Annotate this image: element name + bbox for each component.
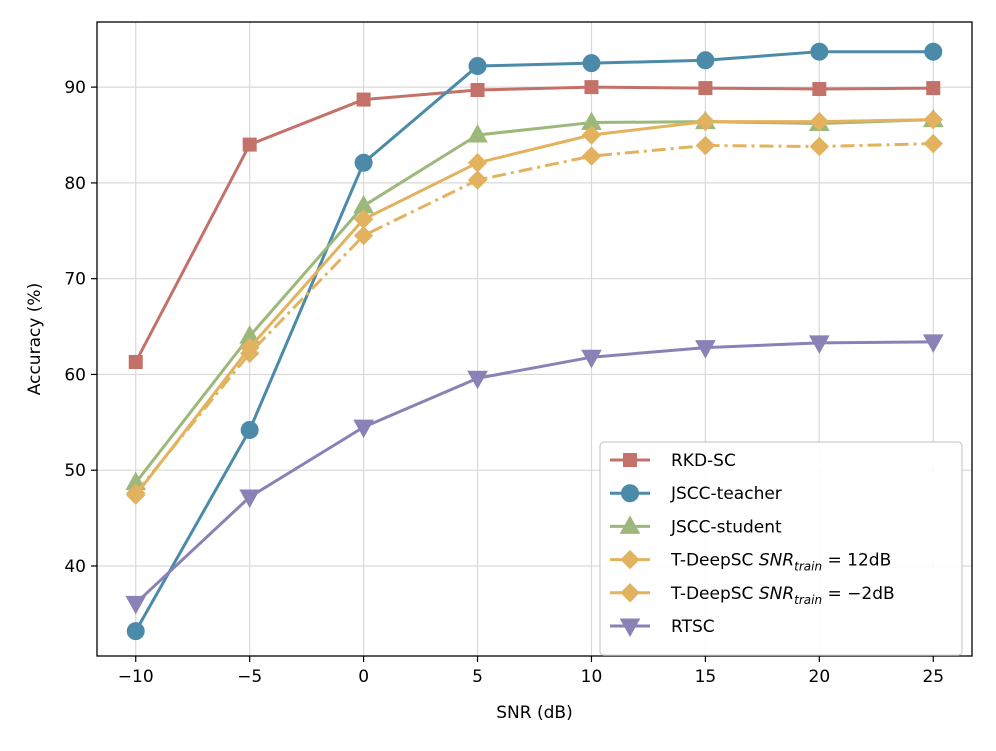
data-point	[581, 146, 602, 166]
legend-label-sub: train	[794, 560, 822, 574]
series-5	[125, 334, 944, 615]
legend-marker	[623, 453, 637, 467]
y-axis-label: Accuracy (%)	[25, 283, 45, 395]
legend-marker	[619, 515, 641, 534]
data-point	[698, 81, 713, 96]
data-point	[242, 137, 257, 152]
data-point	[810, 42, 829, 61]
data-point	[353, 419, 374, 439]
data-point	[695, 111, 716, 132]
x-tick-label: 20	[809, 667, 831, 687]
legend-label-sub: train	[794, 593, 822, 607]
data-point	[809, 111, 830, 132]
legend-item: RTSC	[610, 617, 715, 638]
legend: RKD-SC JSCC-teacher JSCC-student T-DeepSC S…	[599, 441, 963, 656]
series-3	[126, 109, 943, 505]
data-point	[581, 349, 602, 369]
data-point	[468, 57, 487, 76]
data-point	[696, 51, 715, 70]
legend-item: T-DeepSC SNRtrain = −2dB	[610, 583, 895, 607]
series-line	[134, 340, 934, 605]
data-point	[470, 82, 485, 97]
x-axis-label: SNR (dB)	[496, 703, 572, 723]
series-line	[134, 142, 934, 495]
x-tick-label: −10	[118, 667, 154, 687]
legend-label: T-DeepSC SNRtrain = 12dB	[670, 551, 891, 574]
legend-marker	[620, 583, 640, 603]
series-line	[134, 118, 934, 497]
y-tick-label: 70	[64, 270, 86, 290]
legend-label-tail: = −2dB	[822, 584, 895, 604]
data-point	[353, 225, 374, 246]
x-tick-label: 25	[922, 667, 944, 687]
data-point	[923, 133, 943, 154]
data-point	[239, 489, 261, 509]
legend-label-main: T-DeepSC	[670, 584, 759, 604]
series-1	[126, 42, 943, 641]
series-line	[134, 118, 934, 484]
data-point	[924, 42, 943, 61]
legend-marker	[619, 618, 641, 638]
data-point	[695, 135, 716, 156]
data-point	[239, 343, 260, 364]
data-point	[467, 170, 488, 190]
legend-label: RTSC	[671, 617, 715, 637]
data-point	[467, 370, 488, 390]
legend-box	[599, 441, 963, 656]
x-tick-label: 15	[695, 667, 717, 687]
data-point	[354, 153, 373, 172]
data-point	[582, 54, 601, 73]
x-tick-label: 5	[472, 667, 483, 687]
legend-label: T-DeepSC SNRtrain = −2dB	[670, 584, 895, 607]
legend-label-var: SNR	[759, 584, 794, 604]
data-point	[126, 622, 145, 641]
data-point	[809, 136, 830, 157]
data-point	[695, 340, 716, 359]
y-tick-label: 50	[64, 461, 86, 481]
legend-item: RKD-SC	[610, 451, 736, 471]
legend-marker	[620, 549, 640, 570]
legend-marker	[621, 484, 639, 503]
data-point	[922, 334, 944, 353]
data-point	[128, 354, 143, 369]
series-line	[134, 50, 934, 632]
series-4	[126, 133, 943, 503]
x-tick-label: 0	[358, 667, 369, 687]
data-point	[812, 82, 827, 97]
legend-item: T-DeepSC SNRtrain = 12dB	[610, 549, 891, 574]
tick-layer: −10 −5 0 5 10 15 20 25 40 50 60 70 80 90	[64, 78, 944, 687]
data-point	[581, 125, 602, 145]
legend-label-main: T-DeepSC	[670, 551, 759, 571]
y-tick-label: 40	[64, 557, 86, 577]
legend-label-var: SNR	[759, 551, 794, 571]
x-tick-label: −5	[237, 667, 262, 687]
series-line	[134, 85, 934, 363]
legend-label: JSCC-teacher	[670, 484, 782, 504]
data-point	[923, 109, 943, 130]
data-point	[808, 335, 830, 354]
y-tick-label: 80	[64, 174, 86, 194]
legend-label: JSCC-student	[670, 517, 782, 537]
data-point	[356, 92, 371, 107]
x-tick-label: 10	[581, 667, 603, 687]
data-point	[926, 81, 941, 96]
series-layer	[125, 42, 944, 641]
data-point	[584, 80, 599, 95]
data-point	[126, 483, 146, 503]
plot-frame	[96, 21, 973, 657]
legend-label: RKD-SC	[671, 451, 736, 471]
legend-item: JSCC-student	[610, 515, 782, 537]
y-tick-label: 60	[64, 365, 86, 385]
data-point	[125, 595, 147, 615]
legend-item: JSCC-teacher	[610, 484, 782, 504]
data-point	[467, 123, 488, 143]
legend-label-tail: = 12dB	[822, 551, 891, 571]
y-tick-label: 90	[64, 78, 86, 98]
data-point	[240, 420, 259, 439]
series-0	[128, 80, 941, 369]
